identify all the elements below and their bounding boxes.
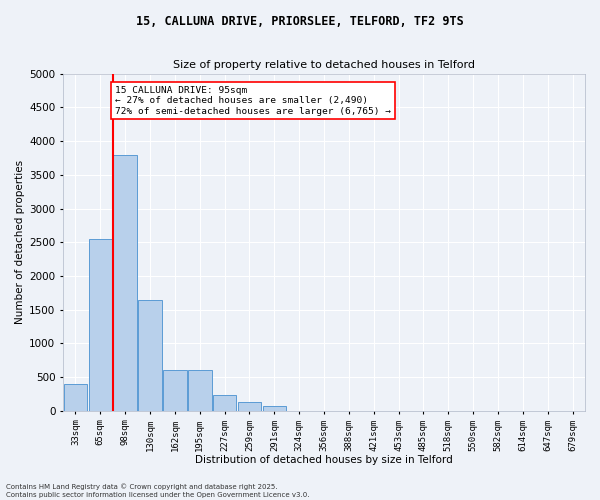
Bar (64, 384, 87, 411)
Bar (238, 402, 261, 411)
Bar (138, 300, 162, 411)
Y-axis label: Number of detached properties: Number of detached properties (15, 160, 25, 324)
Bar (89, 239, 112, 411)
Text: 15, CALLUNA DRIVE, PRIORSLEE, TELFORD, TF2 9TS: 15, CALLUNA DRIVE, PRIORSLEE, TELFORD, T… (136, 15, 464, 28)
Bar (213, 396, 236, 411)
Text: Contains HM Land Registry data © Crown copyright and database right 2025.
Contai: Contains HM Land Registry data © Crown c… (6, 484, 310, 498)
Title: Size of property relative to detached houses in Telford: Size of property relative to detached ho… (173, 60, 475, 70)
Bar (188, 370, 212, 411)
Text: 15 CALLUNA DRIVE: 95sqm
← 27% of detached houses are smaller (2,490)
72% of semi: 15 CALLUNA DRIVE: 95sqm ← 27% of detache… (115, 86, 391, 116)
Bar (113, 154, 137, 411)
Bar (163, 370, 187, 411)
X-axis label: Distribution of detached houses by size in Telford: Distribution of detached houses by size … (195, 455, 453, 465)
Bar (263, 406, 286, 411)
